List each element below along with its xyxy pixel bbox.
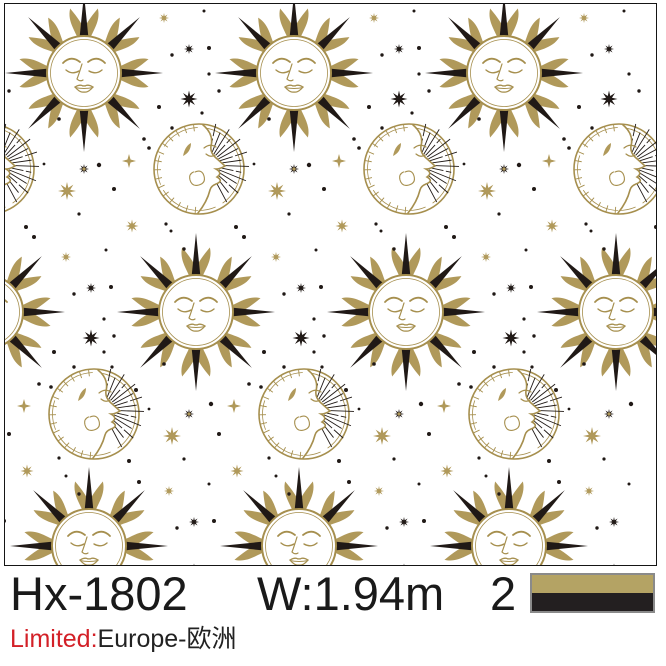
product-info-row: Hx-1802 W:1.94m 2 (0, 566, 666, 622)
fabric-pattern-swatch (4, 3, 657, 566)
colorway-swatch (530, 573, 655, 613)
limited-region-row: Limited:Europe-欧洲 (10, 622, 237, 656)
swatch-black-half (532, 593, 653, 611)
swatch-gold-half (532, 575, 653, 593)
product-width: W:1.94m (257, 567, 445, 620)
colorway-count: 2 (490, 567, 517, 620)
celestial-pattern (5, 4, 656, 565)
limited-region: Europe-欧洲 (97, 625, 237, 653)
limited-label: Limited: (10, 625, 98, 653)
product-code: Hx-1802 (10, 567, 188, 620)
